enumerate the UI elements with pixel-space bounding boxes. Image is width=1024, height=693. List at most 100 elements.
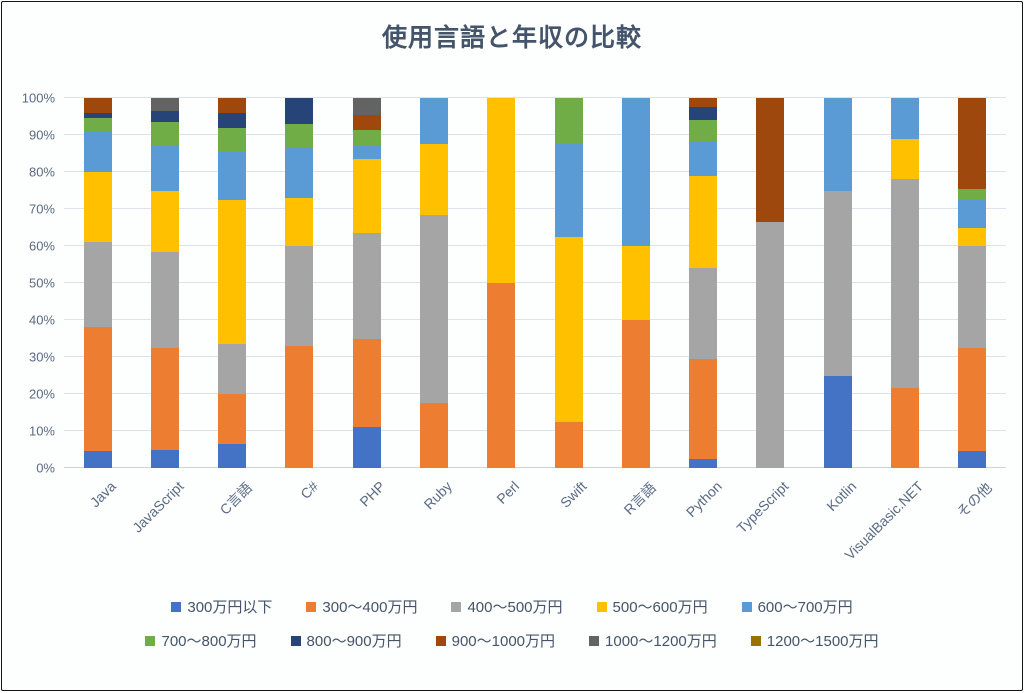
bar-segment	[352, 98, 381, 115]
x-axis-label: Perl	[493, 478, 523, 507]
bar-segment	[285, 147, 314, 198]
legend: 300万円以下 300〜400万円 400〜500万円 500〜600万円 600〜70…	[2, 596, 1022, 651]
x-axis-label: Java	[86, 478, 119, 511]
bar-segment	[823, 98, 852, 191]
bar-segment	[83, 172, 112, 243]
bar-segment	[218, 112, 247, 128]
legend-label: 500〜600万円	[612, 599, 708, 616]
legend-label: 300万円以下	[187, 599, 273, 616]
bar-その他	[958, 98, 987, 468]
legend-label: 700〜800万円	[161, 633, 257, 650]
y-axis-tick-label: 80%	[28, 164, 55, 180]
legend-swatch-icon	[435, 635, 446, 646]
bars-row	[64, 98, 1006, 468]
bar-C言語	[218, 98, 247, 468]
bar-segment	[150, 122, 179, 147]
y-axis-tick-label: 40%	[28, 312, 55, 328]
bar-segment	[554, 236, 583, 422]
bar-segment	[285, 345, 314, 468]
gridline	[64, 393, 1006, 394]
bar-Kotlin	[823, 98, 852, 468]
x-axis-label: PHP	[356, 478, 389, 510]
bar-segment	[352, 129, 381, 147]
bar-segment	[218, 443, 247, 468]
legend-item: 400〜500万円	[451, 596, 563, 617]
x-axis-label: JavaScript	[128, 478, 187, 536]
bar-segment	[689, 142, 718, 176]
bar-segment	[689, 458, 718, 468]
bar-segment	[420, 144, 449, 215]
gridline	[64, 171, 1006, 172]
bar-segment	[823, 190, 852, 376]
x-axis-labels: Java JavaScript C言語 C# PHP Ruby Perl Swift R言語 Py…	[64, 468, 1006, 594]
legend-swatch-icon	[145, 635, 156, 646]
bar-VisualBasic.NET	[891, 98, 920, 468]
bar-segment	[891, 388, 920, 468]
legend-label: 600〜700万円	[757, 599, 853, 616]
bar-segment	[891, 138, 920, 180]
plot-area: 0% 10% 20% 30% 40% 50% 60% 70% 80% 90% 100%	[22, 91, 1006, 476]
bar-segment	[83, 327, 112, 452]
bar-slot	[871, 98, 938, 468]
bar-segment	[958, 98, 987, 189]
bar-PHP	[352, 98, 381, 468]
bar-segment	[285, 123, 314, 148]
bar-segment	[958, 451, 987, 468]
bar-segment	[150, 190, 179, 252]
bar-segment	[891, 179, 920, 389]
bar-slot	[535, 98, 602, 468]
bar-segment	[958, 347, 987, 452]
bar-segment	[420, 214, 449, 404]
bar-segment	[218, 199, 247, 345]
bar-segment	[83, 242, 112, 328]
bar-segment	[689, 98, 718, 108]
gridline	[64, 134, 1006, 135]
bar-segment	[756, 221, 785, 468]
legend-row: 700〜800万円 800〜900万円 900〜1000万円 1000〜1200万円 1…	[2, 630, 1022, 651]
bar-slot	[131, 98, 198, 468]
bar-Perl	[487, 98, 516, 468]
bar-segment	[83, 131, 112, 173]
legend-label: 400〜500万円	[467, 599, 563, 616]
legend-label: 1000〜1200万円	[605, 633, 717, 650]
legend-swatch-icon	[171, 601, 182, 612]
legend-item: 700〜800万円	[145, 630, 257, 651]
gridline	[64, 208, 1006, 209]
bar-segment	[83, 112, 112, 119]
bar-segment	[958, 199, 987, 228]
legend-item: 600〜700万円	[741, 596, 853, 617]
bar-segment	[352, 146, 381, 160]
legend-swatch-icon	[306, 601, 317, 612]
legend-label: 300〜400万円	[322, 599, 418, 616]
bar-segment	[756, 98, 785, 222]
bar-Python	[689, 98, 718, 468]
bar-segment	[150, 98, 179, 111]
bar-segment	[689, 268, 718, 359]
gridline	[64, 356, 1006, 357]
legend-item: 1200〜1500万円	[750, 630, 879, 651]
legend-label: 900〜1000万円	[451, 633, 556, 650]
bar-R言語	[621, 98, 650, 468]
y-axis-tick-label: 20%	[28, 386, 55, 402]
bar-segment	[958, 227, 987, 247]
bar-segment	[487, 98, 516, 283]
bar-slot	[804, 98, 871, 468]
bar-slot	[602, 98, 669, 468]
y-axis-tick-label: 60%	[28, 238, 55, 254]
bar-segment	[621, 246, 650, 320]
legend-item: 900〜1000万円	[435, 630, 556, 651]
bar-segment	[285, 98, 314, 124]
legend-item: 500〜600万円	[596, 596, 708, 617]
bar-segment	[83, 98, 112, 113]
bar-segment	[689, 120, 718, 143]
y-axis-tick-label: 70%	[28, 201, 55, 217]
x-axis-label: Python	[682, 478, 725, 521]
bar-segment	[958, 188, 987, 200]
bar-segment	[554, 98, 583, 145]
y-axis-tick-label: 50%	[28, 275, 55, 291]
bar-segment	[689, 175, 718, 269]
bar-segment	[420, 98, 449, 145]
gridline	[64, 97, 1006, 98]
bar-segment	[218, 127, 247, 152]
